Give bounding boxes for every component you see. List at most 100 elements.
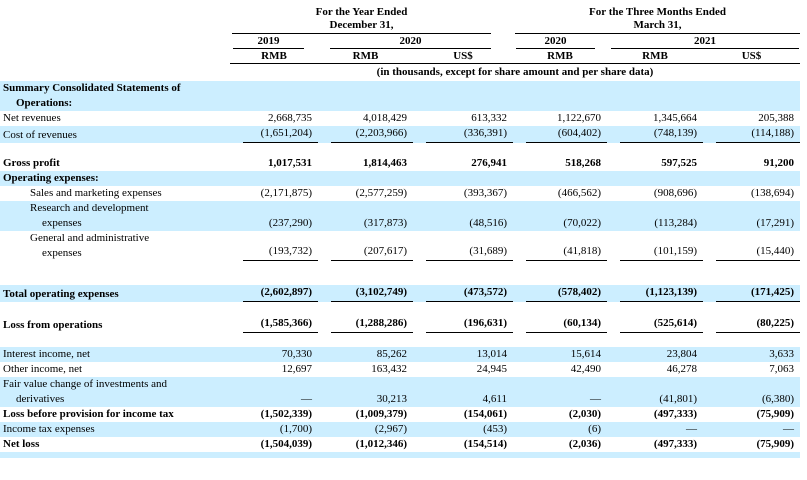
value-cell: 2,668,735 xyxy=(230,111,318,126)
value: (113,284) xyxy=(654,217,697,229)
value-cell xyxy=(413,81,513,111)
units-note: (in thousands, except for share amount a… xyxy=(376,66,654,78)
value: (466,562) xyxy=(557,187,601,199)
value-cell: 30,213 xyxy=(318,377,413,407)
table-row: Sales and marketing expenses (2,171,875) (… xyxy=(0,186,800,201)
value: 1,814,463 xyxy=(363,157,407,169)
table-row: Loss before provision for income tax (1,5… xyxy=(0,407,800,422)
value: 597,525 xyxy=(661,157,697,169)
value: (2,171,875) xyxy=(260,187,312,199)
value-cell: (2,203,966) xyxy=(318,126,413,143)
value: (2,577,259) xyxy=(355,187,407,199)
value: (237,290) xyxy=(268,217,312,229)
value-cell: 91,200 xyxy=(703,156,800,171)
value-cell: 4,611 xyxy=(413,377,513,407)
row-label: Summary Consolidated Statements of Operat… xyxy=(0,81,230,111)
value: 30,213 xyxy=(376,393,407,405)
value-cell: — xyxy=(230,377,318,407)
row-label: Gross profit xyxy=(0,156,230,171)
value-cell xyxy=(413,171,513,186)
table-row: Fair value change of investments and deri… xyxy=(0,377,801,407)
value-cell: 23,804 xyxy=(607,347,703,362)
value-cell: (138,694) xyxy=(703,186,800,201)
year-label: 2019 xyxy=(233,34,304,49)
value-cell: (113,284) xyxy=(607,201,703,231)
value-cell: (473,572) xyxy=(413,285,513,302)
value: (80,225) xyxy=(716,316,801,333)
value-cell: (497,333) xyxy=(607,407,703,422)
financial-table: For the Year Ended December 31, For the T… xyxy=(0,0,801,458)
value-cell: (2,602,897) xyxy=(230,285,318,302)
row-label: Cost of revenues xyxy=(0,126,230,143)
value-cell: (2,171,875) xyxy=(230,186,318,201)
table-row: Other income, net 12,697 163,432 24,945 42,4… xyxy=(0,362,800,377)
value: (1,123,139) xyxy=(620,285,703,302)
value: 1,122,670 xyxy=(557,112,601,124)
period-three-months-cell: For the Three Months Ended March 31, xyxy=(513,0,801,34)
value-cell xyxy=(318,81,413,111)
value-cell: (154,061) xyxy=(413,407,513,422)
currency-label: RMB xyxy=(318,49,413,64)
value-cell: 7,063 xyxy=(703,362,800,377)
spacer-row xyxy=(0,452,801,458)
spacer-row xyxy=(0,143,800,156)
row-label-line: Net loss xyxy=(3,438,40,450)
value-cell: (1,700) xyxy=(230,422,318,437)
value-cell: (6,380) xyxy=(703,377,800,407)
row-label: Net revenues xyxy=(0,111,230,126)
value-cell: (748,139) xyxy=(607,126,703,143)
value-cell xyxy=(318,171,413,186)
row-label: Income tax expenses xyxy=(0,422,230,437)
value-cell: (466,562) xyxy=(513,186,607,201)
row-label-line: Income tax expenses xyxy=(3,423,95,435)
value-cell: 85,262 xyxy=(318,347,413,362)
year-label: 2020 xyxy=(330,34,491,49)
value: (207,617) xyxy=(331,244,413,261)
value-cell: (604,402) xyxy=(513,126,607,143)
period-header-row: For the Year Ended December 31, For the T… xyxy=(0,0,801,34)
value: 24,945 xyxy=(476,363,507,375)
value: 7,063 xyxy=(769,363,795,375)
table-row: Cost of revenues (1,651,204) (2,203,966) (3… xyxy=(0,126,801,143)
table-row: Interest income, net 70,330 85,262 13,014 15… xyxy=(0,347,801,362)
row-label-line: Sales and marketing expenses xyxy=(30,187,162,199)
value-cell: (15,440) xyxy=(703,231,801,261)
value: (1,651,204) xyxy=(243,126,318,143)
value-cell: (1,009,379) xyxy=(318,407,413,422)
value-cell: (1,123,139) xyxy=(607,285,703,302)
currency-label: RMB xyxy=(513,49,607,64)
value-cell: 13,014 xyxy=(413,347,513,362)
value: (154,061) xyxy=(463,408,507,420)
value: 70,330 xyxy=(281,348,312,360)
value-cell: (237,290) xyxy=(230,201,318,231)
value: (2,602,897) xyxy=(243,285,318,302)
value-cell: (908,696) xyxy=(607,186,703,201)
value-cell: (1,502,339) xyxy=(230,407,318,422)
value: 2,668,735 xyxy=(268,112,312,124)
value: — xyxy=(783,423,795,435)
spacer-cell xyxy=(0,333,800,347)
year-2021-cell: 2021 xyxy=(607,34,800,49)
row-label: Operating expenses: xyxy=(0,171,230,186)
value: (748,139) xyxy=(620,126,703,143)
row-label-line: Research and development xyxy=(30,202,149,214)
value: (453) xyxy=(483,423,507,435)
table-row: Gross profit 1,017,531 1,814,463 276,941 518… xyxy=(0,156,800,171)
row-label-line: Gross profit xyxy=(3,157,60,169)
row-label: Loss from operations xyxy=(0,316,230,333)
value-cell: (1,504,039) xyxy=(230,437,318,452)
value: (1,009,379) xyxy=(355,408,407,420)
value-cell xyxy=(703,171,800,186)
value: (1,585,366) xyxy=(243,316,318,333)
value: (1,700) xyxy=(279,423,312,435)
row-label: General and administrative expenses xyxy=(0,231,230,261)
value-cell: (193,732) xyxy=(230,231,318,261)
value-cell: (317,873) xyxy=(318,201,413,231)
value: (196,631) xyxy=(426,316,513,333)
value-cell: (1,651,204) xyxy=(230,126,318,143)
currency-header-row: RMB RMB US$ RMB RMB US$ xyxy=(0,49,801,64)
value-cell: (1,585,366) xyxy=(230,316,318,333)
value: (3,102,749) xyxy=(331,285,413,302)
value: (578,402) xyxy=(526,285,607,302)
period-year-ended-label: For the Year Ended December 31, xyxy=(232,0,491,34)
